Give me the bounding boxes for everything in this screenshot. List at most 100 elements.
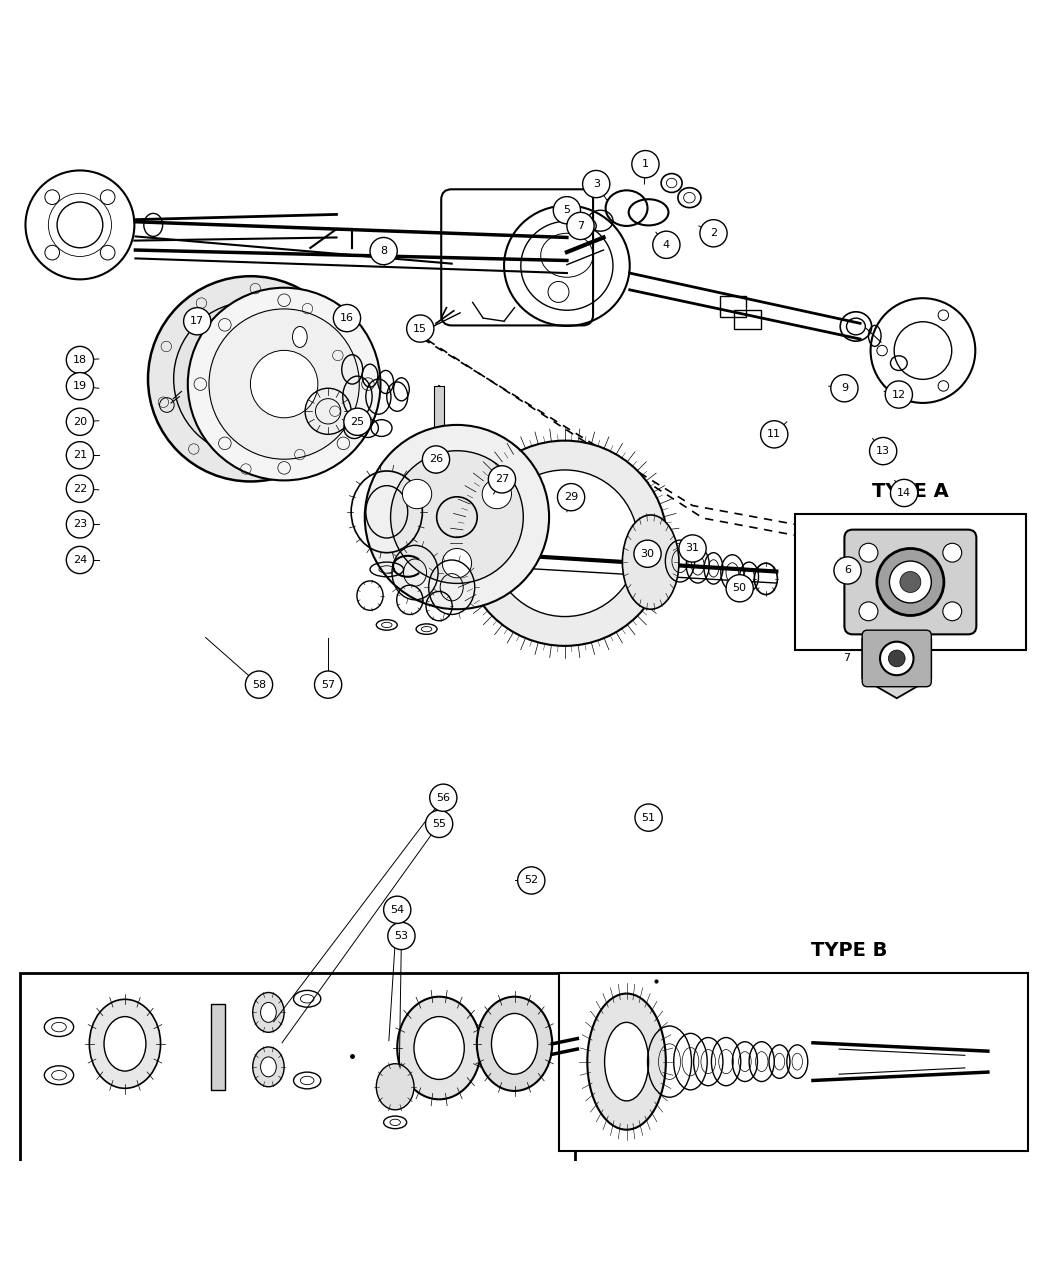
Circle shape	[66, 547, 93, 574]
Circle shape	[66, 476, 93, 502]
Circle shape	[634, 541, 662, 567]
Text: 1: 1	[642, 159, 649, 170]
Text: 20: 20	[72, 417, 87, 427]
Circle shape	[943, 602, 962, 621]
Circle shape	[66, 372, 93, 400]
Text: 25: 25	[351, 417, 364, 427]
Circle shape	[869, 437, 897, 464]
Circle shape	[488, 465, 516, 493]
Circle shape	[890, 479, 918, 506]
Ellipse shape	[491, 1014, 538, 1075]
Circle shape	[518, 867, 545, 894]
Ellipse shape	[260, 1002, 276, 1023]
Circle shape	[333, 305, 360, 332]
Circle shape	[66, 408, 93, 435]
Circle shape	[679, 536, 707, 562]
Text: 26: 26	[428, 454, 443, 464]
Circle shape	[558, 483, 585, 511]
Polygon shape	[862, 618, 931, 699]
Text: 11: 11	[768, 430, 781, 440]
Ellipse shape	[605, 1023, 649, 1100]
Circle shape	[880, 641, 914, 676]
Circle shape	[834, 557, 861, 584]
Circle shape	[173, 302, 328, 455]
Text: 16: 16	[340, 314, 354, 323]
Circle shape	[653, 231, 680, 259]
Text: 51: 51	[642, 812, 655, 822]
Text: 3: 3	[592, 179, 600, 189]
Bar	[211, 1003, 226, 1090]
Circle shape	[632, 150, 659, 177]
Circle shape	[364, 425, 549, 609]
Circle shape	[888, 650, 905, 667]
Circle shape	[859, 602, 878, 621]
Circle shape	[66, 511, 93, 538]
Circle shape	[900, 571, 921, 593]
Text: 18: 18	[72, 354, 87, 365]
Circle shape	[383, 896, 411, 923]
Text: 14: 14	[897, 488, 911, 499]
Circle shape	[943, 543, 962, 562]
Circle shape	[429, 784, 457, 811]
Circle shape	[700, 219, 727, 247]
FancyBboxPatch shape	[844, 529, 976, 635]
Circle shape	[760, 421, 788, 448]
Ellipse shape	[587, 993, 666, 1130]
Ellipse shape	[253, 1047, 285, 1086]
Text: 56: 56	[437, 793, 450, 803]
FancyBboxPatch shape	[862, 630, 931, 687]
Text: 52: 52	[524, 876, 539, 885]
Text: 19: 19	[72, 381, 87, 391]
Ellipse shape	[376, 1063, 414, 1109]
Text: 57: 57	[321, 680, 335, 690]
Circle shape	[442, 548, 471, 578]
Text: 24: 24	[72, 555, 87, 565]
Text: TYPE B: TYPE B	[812, 941, 887, 960]
Bar	[434, 386, 444, 434]
Text: 17: 17	[190, 316, 205, 326]
Circle shape	[567, 213, 594, 240]
Bar	[720, 296, 746, 317]
Text: 7: 7	[576, 221, 584, 231]
Ellipse shape	[414, 1016, 464, 1080]
Text: 5: 5	[564, 205, 570, 215]
Text: 31: 31	[686, 543, 699, 553]
Circle shape	[406, 315, 434, 342]
Bar	[795, 514, 1026, 650]
Circle shape	[315, 671, 341, 699]
Circle shape	[370, 237, 397, 265]
Text: 53: 53	[395, 931, 408, 941]
Text: TYPE A: TYPE A	[872, 482, 949, 501]
Text: 15: 15	[414, 324, 427, 334]
Circle shape	[422, 446, 449, 473]
Circle shape	[583, 171, 610, 198]
Text: 23: 23	[72, 519, 87, 529]
Text: 22: 22	[72, 483, 87, 493]
Ellipse shape	[104, 1016, 146, 1071]
Circle shape	[859, 543, 878, 562]
Circle shape	[184, 307, 211, 335]
Ellipse shape	[89, 1000, 161, 1089]
Ellipse shape	[253, 992, 285, 1033]
Circle shape	[726, 575, 753, 602]
Text: 2: 2	[710, 228, 717, 238]
Text: 7: 7	[843, 654, 851, 663]
Circle shape	[188, 288, 380, 481]
Circle shape	[343, 408, 371, 435]
Text: 50: 50	[733, 583, 747, 593]
Circle shape	[391, 451, 523, 584]
Ellipse shape	[260, 1057, 276, 1077]
Text: 54: 54	[391, 905, 404, 914]
Ellipse shape	[477, 997, 552, 1091]
Bar	[20, 973, 575, 1209]
Circle shape	[387, 922, 415, 950]
Text: 4: 4	[663, 240, 670, 250]
Text: 55: 55	[433, 819, 446, 829]
Circle shape	[462, 441, 668, 646]
Text: 8: 8	[380, 246, 387, 256]
Text: 58: 58	[252, 680, 266, 690]
Text: 12: 12	[891, 390, 906, 399]
Circle shape	[209, 309, 359, 459]
Circle shape	[553, 196, 581, 224]
Circle shape	[148, 277, 353, 482]
